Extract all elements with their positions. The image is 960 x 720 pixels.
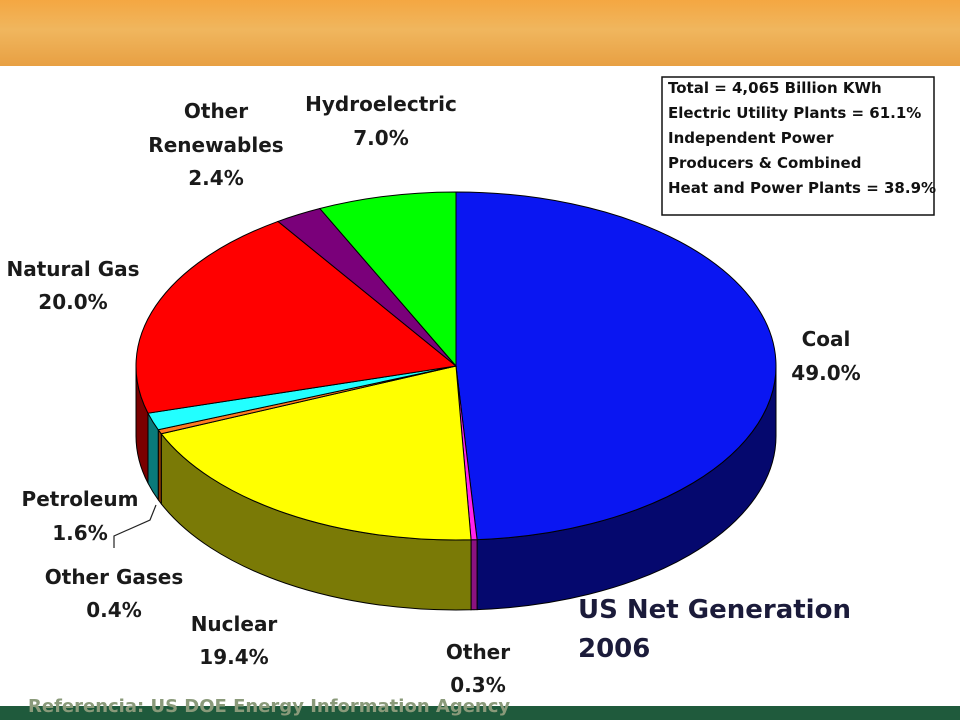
- annotation-line-1: Total = 4,065 Billion KWh: [668, 79, 882, 97]
- label-coal-value: 49.0%: [791, 361, 860, 385]
- label-other-gases-value: 0.4%: [86, 598, 141, 622]
- annotation-line-2: Electric Utility Plants = 61.1%: [668, 104, 921, 122]
- label-nuclear-value: 19.4%: [199, 645, 268, 669]
- pie-top-group: [135, 191, 777, 541]
- label-petroleum-name: Petroleum: [22, 487, 139, 511]
- label-petroleum-value: 1.6%: [52, 521, 107, 545]
- label-natural-gas-value: 20.0%: [38, 290, 107, 314]
- pie-side-other: [470, 539, 478, 611]
- annotation-line-3: Independent Power: [668, 129, 834, 147]
- label-nuclear-name: Nuclear: [191, 612, 278, 636]
- pie-slice-coal: [455, 191, 777, 541]
- pie-side-group: [135, 365, 777, 611]
- pie-slice-hydroelectric: [318, 191, 457, 368]
- label-hydro-name: Hydroelectric: [305, 92, 457, 116]
- pie-slice-nuclear: [160, 365, 472, 541]
- label-other-renewables-name-1: Other: [184, 99, 248, 123]
- label-other-renewables-name-2: Renewables: [148, 133, 283, 157]
- label-other-gases-name: Other Gases: [45, 565, 183, 589]
- annotation-line-5: Heat and Power Plants = 38.9%: [668, 179, 936, 197]
- label-natural-gas-name: Natural Gas: [6, 257, 139, 281]
- label-other-value: 0.3%: [450, 673, 505, 697]
- chart-title: US Net Generation: [578, 595, 851, 625]
- label-other-renewables-value: 2.4%: [188, 166, 243, 190]
- label-hydro-value: 7.0%: [353, 126, 408, 150]
- label-other-name: Other: [446, 640, 510, 664]
- header-banner: [0, 0, 960, 66]
- annotation-line-4: Producers & Combined: [668, 154, 861, 172]
- chart-subtitle: 2006: [578, 634, 650, 664]
- footer-reference: Referencia: US DOE Energy Information Ag…: [28, 696, 510, 717]
- annotation-box: [661, 76, 935, 216]
- leader-line: [113, 504, 157, 548]
- pie-slice-natural-gas: [135, 220, 458, 414]
- label-coal-name: Coal: [802, 327, 851, 351]
